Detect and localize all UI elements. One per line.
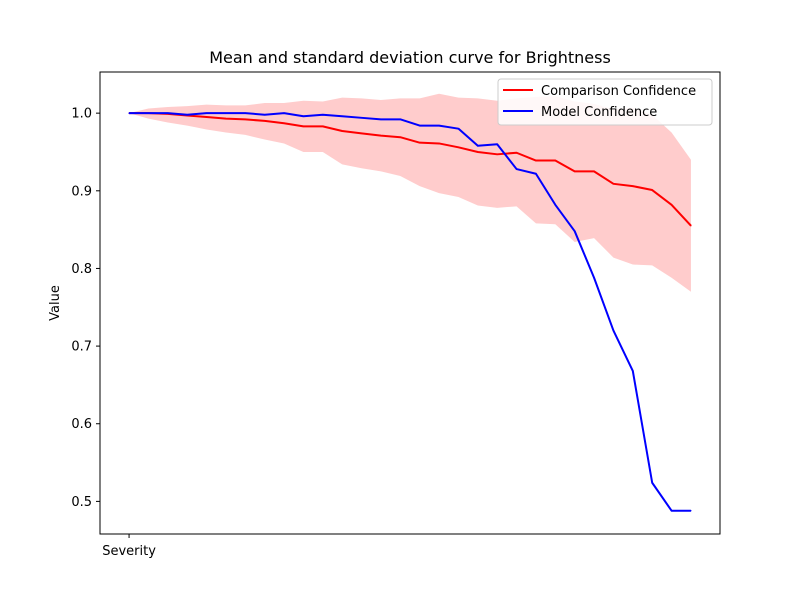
std-band-comparison-confidence [129, 93, 691, 292]
data-point-model-confidence [302, 115, 305, 117]
data-point-comparison-confidence [283, 122, 285, 124]
data-point-comparison-confidence [225, 117, 227, 120]
data-point-comparison-confidence [264, 120, 266, 122]
data-point-comparison-confidence [419, 142, 421, 144]
data-point-comparison-confidence [690, 225, 692, 227]
x-tick-label: Severity [102, 544, 156, 559]
data-point-model-confidence [477, 145, 479, 147]
y-tick-label: 1.0 [71, 107, 92, 122]
data-point-comparison-confidence [302, 125, 305, 127]
data-point-model-confidence [612, 329, 615, 332]
data-point-model-confidence [515, 168, 518, 170]
data-point-comparison-confidence [341, 130, 343, 132]
data-point-model-confidence [244, 112, 246, 114]
data-point-model-confidence [574, 230, 576, 232]
data-point-model-confidence [225, 112, 227, 114]
data-point-comparison-confidence [632, 185, 634, 187]
data-point-comparison-confidence [380, 135, 382, 137]
data-point-comparison-confidence [457, 146, 460, 148]
y-tick-label: 0.5 [71, 495, 92, 510]
y-tick-label: 0.8 [71, 262, 92, 277]
data-point-model-confidence [264, 114, 266, 116]
y-tick-label: 0.7 [71, 340, 92, 355]
data-point-model-confidence [380, 118, 382, 120]
data-point-model-confidence [670, 510, 673, 512]
data-point-comparison-confidence [535, 159, 537, 162]
data-point-model-confidence [651, 482, 653, 484]
plot-layer [128, 93, 692, 512]
legend-label-model-confidence: Model Confidence [541, 105, 657, 120]
data-point-comparison-confidence [322, 125, 324, 127]
data-point-model-confidence [535, 173, 537, 175]
y-axis-label: Value [48, 285, 63, 321]
y-axis: 0.5 0.6 0.7 0.8 0.9 1.0 [71, 107, 100, 510]
data-point-comparison-confidence [612, 183, 615, 185]
data-point-model-confidence [322, 114, 324, 116]
plot-frame [99, 71, 721, 535]
data-point-model-confidence [419, 124, 421, 127]
legend-label-comparison-confidence: Comparison Confidence [541, 84, 696, 99]
data-point-model-confidence [341, 115, 343, 117]
data-point-comparison-confidence [244, 118, 246, 120]
data-point-comparison-confidence [670, 204, 673, 206]
y-tick-label: 0.6 [71, 417, 92, 432]
data-point-comparison-confidence [574, 170, 576, 172]
data-point-model-confidence [360, 117, 363, 119]
data-point-model-confidence [457, 128, 460, 130]
data-point-comparison-confidence [651, 189, 653, 191]
x-axis: Severity [102, 534, 156, 559]
data-point-model-confidence [690, 510, 692, 512]
data-point-comparison-confidence [399, 136, 401, 138]
data-point-comparison-confidence [496, 153, 498, 155]
data-point-comparison-confidence [593, 170, 595, 172]
data-point-model-confidence [632, 370, 634, 372]
data-point-comparison-confidence [477, 151, 479, 153]
data-point-comparison-confidence [438, 142, 440, 145]
series-line-model-confidence [129, 112, 691, 512]
data-point-model-confidence [593, 277, 595, 279]
data-point-comparison-confidence [515, 152, 518, 154]
chart-title: Mean and standard deviation curve for Br… [209, 48, 611, 67]
data-point-model-confidence [554, 204, 556, 206]
data-point-model-confidence [186, 114, 188, 116]
series-line-comparison-confidence [129, 112, 692, 227]
data-point-model-confidence [283, 112, 285, 114]
data-point-model-confidence [496, 143, 498, 145]
y-tick-label: 0.9 [71, 184, 92, 199]
data-point-comparison-confidence [360, 132, 363, 134]
legend-box [497, 78, 713, 126]
data-point-model-confidence [438, 124, 440, 127]
chart-legend: Comparison Confidence Model Confidence [497, 78, 713, 126]
data-point-model-confidence [205, 112, 208, 114]
data-point-model-confidence [128, 112, 130, 114]
data-point-comparison-confidence [205, 116, 208, 118]
data-point-model-confidence [147, 112, 150, 114]
data-point-model-confidence [167, 112, 169, 114]
data-point-model-confidence [399, 118, 401, 120]
data-point-comparison-confidence [554, 159, 556, 162]
